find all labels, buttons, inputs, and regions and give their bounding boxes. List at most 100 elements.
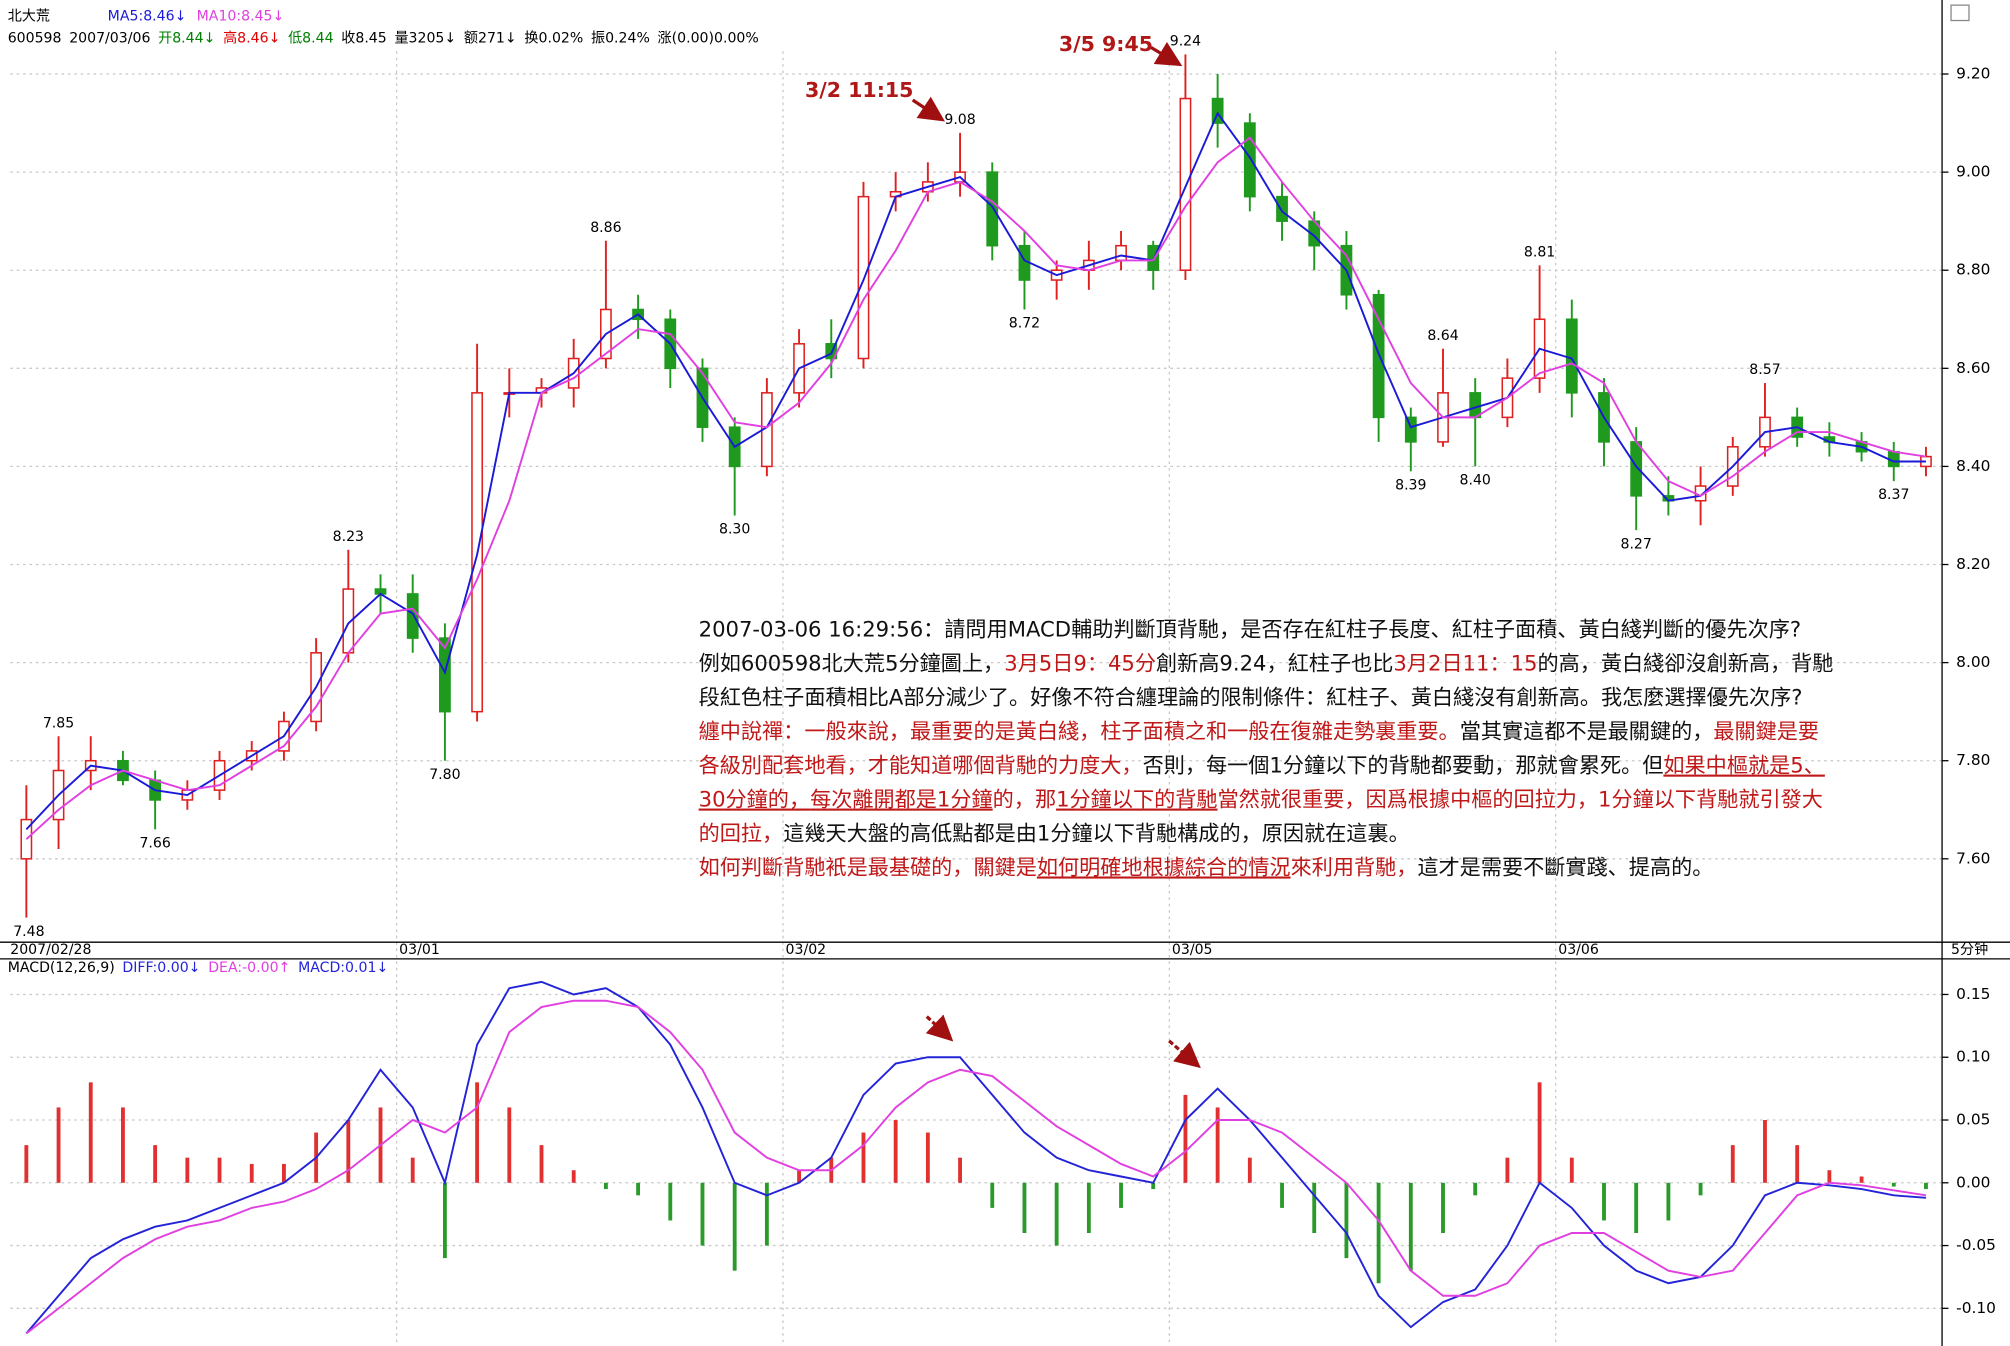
- macd-bar: [1569, 1157, 1574, 1183]
- candle-body: [1565, 318, 1578, 394]
- macd-bar: [764, 1182, 769, 1246]
- low-label: 8.72: [1009, 316, 1040, 332]
- note-segment: 1分鐘以下的背馳: [1056, 787, 1217, 812]
- x-tick-label: 2007/02/28: [10, 942, 91, 958]
- macd-bar: [571, 1170, 576, 1183]
- candle-body: [1243, 122, 1256, 198]
- candle-body: [1404, 416, 1417, 443]
- low-label: 8.40: [1460, 473, 1491, 489]
- high-label: 9.08: [944, 112, 975, 128]
- macd-bar: [1505, 1157, 1510, 1183]
- note-line: 30分鐘的，每次離開都是1分鐘的，那1分鐘以下的背馳當然就很重要，因爲根據中樞的…: [699, 787, 1823, 812]
- macd-bar: [668, 1182, 673, 1221]
- candle-body: [1469, 392, 1482, 419]
- quote-info: 600598 2007/03/06 开8.44↓ 高8.46↓ 低8.44 收8.45 量3…: [8, 29, 759, 46]
- macd-bar: [282, 1163, 286, 1183]
- x-tick-label: 03/01: [399, 942, 440, 958]
- macd-bar: [861, 1132, 866, 1183]
- note-segment: 當其實這都不是最關鍵的，: [1460, 719, 1714, 744]
- high-label: 8.57: [1749, 362, 1780, 378]
- macd-bar: [1280, 1182, 1284, 1208]
- legend-entry: DEA:-0.00↑: [208, 960, 290, 976]
- macd-bar: [893, 1120, 898, 1183]
- macd-bar: [1730, 1145, 1735, 1183]
- macd-bar: [603, 1182, 608, 1190]
- corner-icon[interactable]: [1950, 4, 1970, 22]
- note-segment: 關鍵是: [973, 854, 1036, 879]
- candle-body: [1179, 97, 1192, 271]
- macd-bar: [958, 1157, 962, 1183]
- x-unit-label: 5分钟: [1951, 941, 1988, 958]
- divergence-arrow: [1168, 1039, 1201, 1069]
- high-label: 8.86: [590, 220, 621, 236]
- candle-body: [439, 637, 451, 713]
- quote-field: 2007/03/06: [69, 30, 150, 46]
- quote-field: 收8.45: [341, 30, 386, 46]
- note-line: 例如600598北大荒5分鐘圖上，3月5日9：45分創新高9.24，紅柱子也比3…: [699, 651, 1834, 676]
- note-segment: 的回拉，: [699, 821, 784, 846]
- note-line: 如何判斷背馳衹是最基礎的，關鍵是如何明確地根據綜合的情況來利用背馳，這才是需要不…: [699, 854, 1714, 879]
- macd-bar: [636, 1182, 641, 1196]
- plot-layer: 7.60 7.80 8.00 8.20 8.40 8.60 8.80 9.00 9.20 北大荒 M…: [8, 9, 1996, 1346]
- high-label: 8.64: [1427, 328, 1458, 344]
- chart-title: 北大荒: [8, 9, 50, 25]
- note-line: 的回拉，這幾天大盤的高低點都是由1分鐘以下背馳構成的，原因就在這裏。: [699, 821, 1410, 846]
- y-tick-label: 8.80: [1956, 261, 1990, 279]
- note-segment: 最重要的是黃白綫，柱子面積之和一般在復雜走勢裏重要。: [910, 719, 1460, 744]
- note-segment: 每次離開都是1分鐘: [810, 787, 993, 812]
- y-tick-label: 7.80: [1956, 751, 1990, 769]
- macd-bar: [925, 1132, 930, 1183]
- x-tick-label: 03/06: [1558, 942, 1599, 958]
- y-tick-label: 0.05: [1956, 1111, 1990, 1129]
- low-label: 7.48: [13, 924, 44, 940]
- annotation: 3/5 9:45: [1059, 32, 1153, 56]
- macd-title: MACD(12,26,9): [8, 960, 115, 976]
- macd-bar: [1151, 1182, 1156, 1190]
- candle-body: [1276, 195, 1288, 222]
- high-label: 7.85: [43, 715, 74, 731]
- macd-bar: [1247, 1157, 1252, 1183]
- macd-bar: [249, 1163, 254, 1183]
- quote-field: 额271↓: [464, 30, 517, 46]
- note-segment: 2007-03-06 16:29:56：請問用MACD輔助判斷頂背馳，是否存在紅…: [699, 617, 1801, 642]
- y-tick-label: -0.05: [1956, 1236, 1996, 1254]
- note-segment: 如何判斷背馳衹是最基礎的，: [699, 854, 974, 879]
- macd-bar: [1763, 1120, 1767, 1183]
- macd-bar: [442, 1182, 447, 1259]
- macd-bar: [1924, 1182, 1928, 1190]
- annotation-arrow: [1150, 41, 1183, 67]
- note-line: 纏中說禪：一般來說，最重要的是黃白綫，柱子面積之和一般在復雜走勢裏重要。當其實這…: [699, 719, 1819, 744]
- note-segment: 各級別配套地看，才能知道哪個背馳的力度大，: [699, 753, 1143, 778]
- note-segment: 3月2日11：15: [1393, 651, 1537, 676]
- note-segment: 來利用背馳，: [1291, 854, 1418, 879]
- note-segment: 這幾天大盤的高低點都是由1分鐘以下背馳構成的，原因就在這裏。: [783, 821, 1410, 846]
- macd-bar: [217, 1157, 222, 1183]
- macd-header: MACD(12,26,9) DIFF:0.00↓ DEA:-0.00↑ MACD:0.…: [8, 960, 389, 976]
- macd-bar: [797, 1170, 801, 1183]
- macd-line: [25, 999, 1927, 1335]
- candle-body: [1115, 244, 1127, 262]
- y-tick-label: 8.20: [1956, 555, 1990, 573]
- quote-field: 高8.46↓: [223, 29, 280, 46]
- high-label: 9.24: [1170, 34, 1201, 50]
- x-tick-label: 03/05: [1172, 942, 1213, 958]
- y-tick-label: 8.40: [1956, 457, 1990, 475]
- macd-bar: [700, 1182, 705, 1246]
- macd-bar: [1698, 1182, 1703, 1196]
- quote-field: 换0.02%: [524, 29, 583, 46]
- note-segment: 當然就很重要，因爲根據中樞的回拉力，1分鐘以下背馳就引發大: [1218, 787, 1823, 812]
- legend-entry: DIFF:0.00↓: [122, 960, 200, 976]
- macd-bar: [1054, 1182, 1059, 1246]
- macd-bar: [1537, 1082, 1542, 1183]
- macd-bar: [121, 1107, 125, 1183]
- y-tick-label: 7.60: [1956, 849, 1990, 867]
- y-tick-label: 0.00: [1956, 1173, 1990, 1191]
- quote-field: 600598: [8, 30, 62, 46]
- note-segment: 最關鍵是要: [1713, 719, 1819, 744]
- y-tick-label: 9.20: [1956, 65, 1990, 83]
- macd-bar: [990, 1182, 995, 1208]
- macd-bar: [56, 1107, 61, 1183]
- high-label: 8.23: [333, 529, 364, 545]
